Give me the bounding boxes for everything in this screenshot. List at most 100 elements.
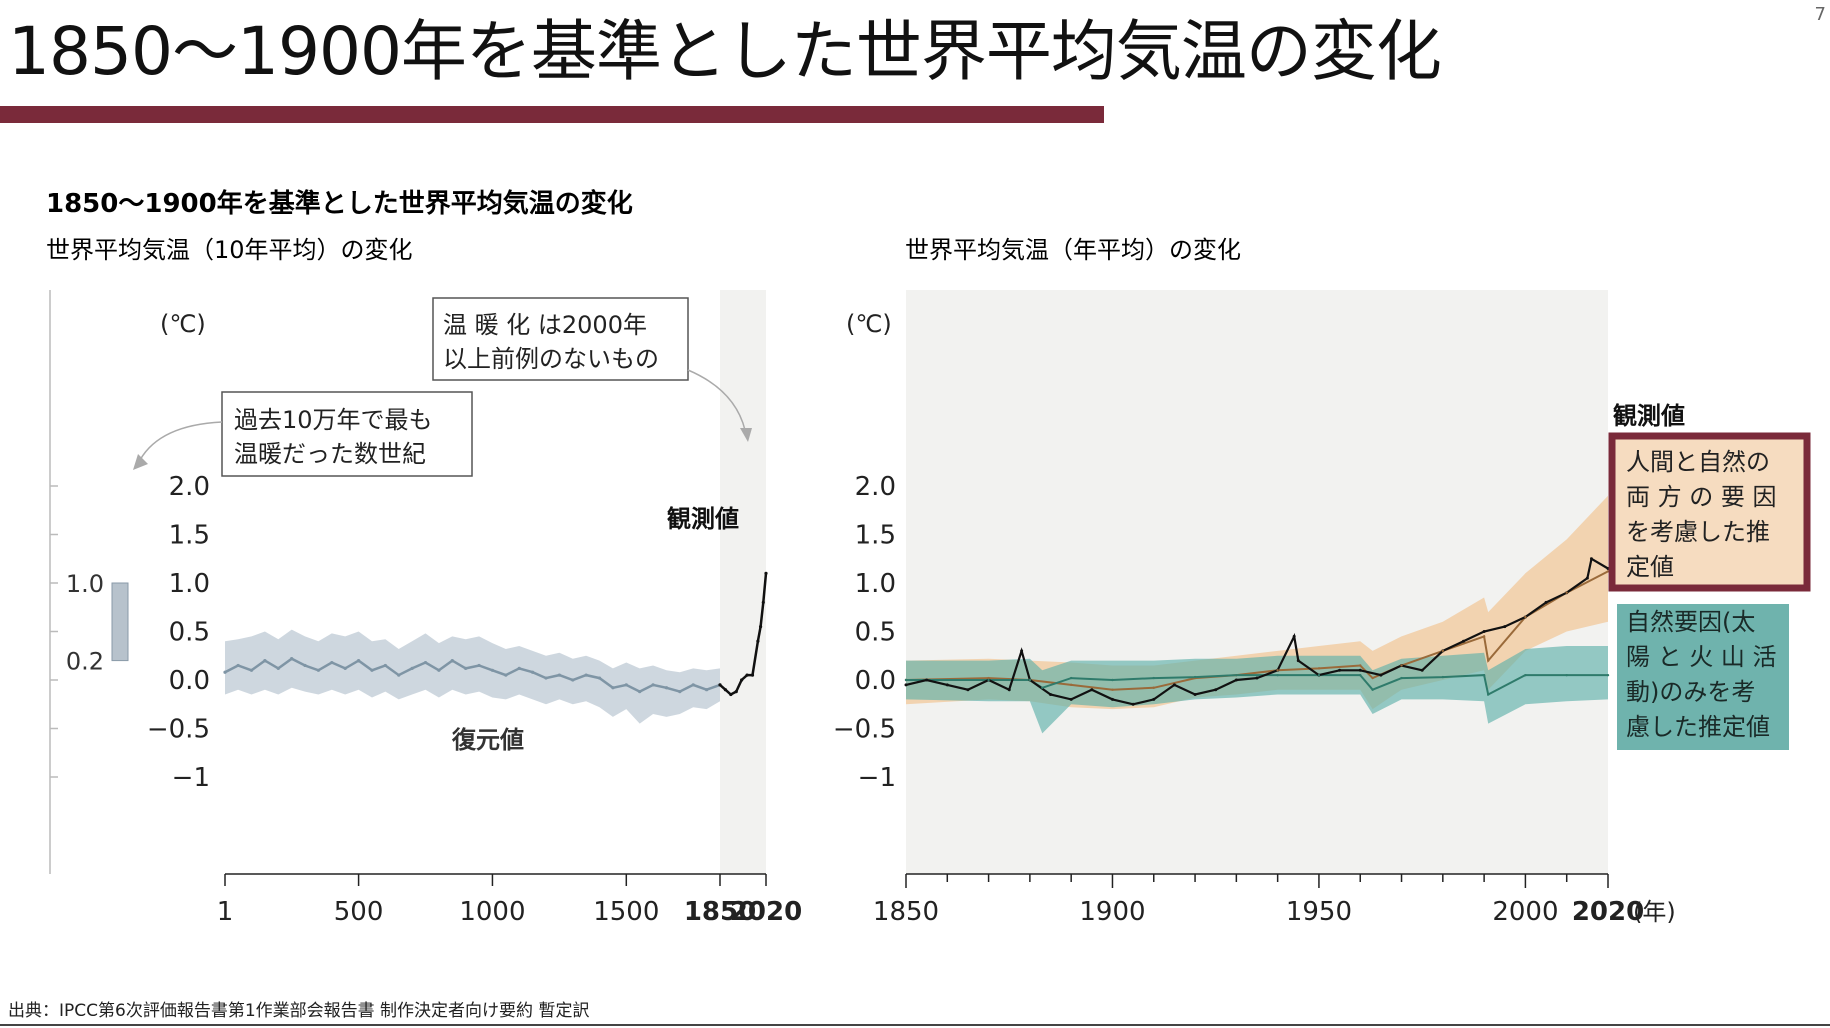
reconstruction-point (370, 668, 374, 672)
observed-point (1544, 600, 1548, 604)
observed-point (764, 571, 768, 575)
human-natural-point (1069, 683, 1073, 687)
human-natural-point (1487, 659, 1490, 662)
modern-era-shade (720, 290, 766, 874)
observed-label-right: 観測値 (1613, 402, 1685, 430)
y-tick-label: 1.5 (169, 521, 210, 551)
annotation-arrowhead-warm-centuries (133, 454, 148, 470)
human-natural-point (1441, 649, 1445, 653)
y-unit-label: (℃) (160, 310, 206, 338)
annotation-arrowhead-unprecedented (740, 428, 752, 442)
y-tick-label: 0.0 (169, 666, 210, 696)
observed-point (1193, 693, 1197, 697)
reconstruction-point (504, 673, 508, 677)
reconstruction-point (477, 663, 481, 668)
natural-only-legend-text: 慮した推定値 (1626, 713, 1770, 741)
natural-only-legend-text: 陽 と 火 山 活 (1626, 643, 1777, 671)
natural-only-legend-text: 自然要因(太 (1626, 608, 1755, 636)
observed-point (1420, 668, 1424, 672)
human-natural-point (1482, 635, 1486, 638)
observed-point (1461, 639, 1465, 643)
observed-point (1110, 697, 1114, 701)
observed-point (734, 690, 738, 694)
human-natural-band (906, 495, 1608, 710)
observed-point (1234, 678, 1238, 682)
bottom-rule (0, 1024, 1830, 1026)
reconstruction-point (343, 666, 347, 670)
y-unit-label: (℃) (846, 310, 892, 338)
natural-only-point (1317, 673, 1321, 677)
annotation-arrow-unprecedented (687, 369, 746, 431)
natural-only-point (1482, 673, 1486, 677)
observed-point (729, 692, 733, 697)
natural-only-point (1069, 676, 1073, 680)
x-tick-label: 1850 (873, 897, 939, 927)
y-tick-label: 1.0 (169, 569, 210, 599)
left-chart-title: 世界平均気温（10年平均）の変化 (46, 236, 413, 264)
right-chart-title: 世界平均気温（年平均）の変化 (905, 236, 1241, 264)
observed-point (756, 639, 760, 643)
human-natural-legend-text: 人間と自然の (1626, 448, 1770, 476)
x-tick-label: 1850 (684, 897, 756, 927)
observed-point (1214, 688, 1218, 692)
observed-point (1503, 625, 1507, 629)
human-natural-point (1152, 686, 1155, 689)
observed-point (1292, 634, 1296, 638)
y-tick-label: 1.5 (855, 521, 896, 551)
annotation-box-warm-centuries (221, 391, 473, 477)
reconstruction-point (276, 666, 280, 670)
x-tick-label: 1000 (459, 897, 525, 927)
observed-point (740, 678, 744, 682)
natural-only-point (1028, 678, 1032, 682)
annotation-text-unprecedented: 温 暖 化 は2000年 (443, 311, 647, 339)
natural-only-legend-box (1617, 604, 1789, 750)
y-tick-label: 2.0 (855, 472, 896, 502)
human-natural-point (1400, 664, 1403, 667)
observed-point (1049, 693, 1053, 697)
natural-only-point (1193, 675, 1197, 679)
annotation-text-unprecedented: 以上前例のないもの (443, 345, 659, 373)
observed-point (750, 673, 755, 677)
observed-point (966, 688, 970, 692)
reconstruction-point (531, 670, 535, 674)
natural-only-point (1111, 678, 1114, 682)
observed-point (745, 673, 749, 677)
warm-centuries-range-bar (111, 582, 129, 662)
reconstruction-point (691, 683, 695, 687)
observed-point (1172, 683, 1176, 687)
human-natural-legend-text: を考慮した推 (1626, 518, 1770, 546)
reconstruction-point (705, 688, 709, 692)
reconstruction-point (437, 668, 441, 672)
reconstruction-label: 復元値 (451, 726, 524, 754)
reconstruction-point (557, 673, 561, 677)
natural-only-point (1400, 676, 1403, 680)
reconstruction-point (236, 663, 240, 668)
natural-only-point (1371, 688, 1374, 691)
y-tick-label: −1 (172, 763, 210, 793)
observed-point (1585, 576, 1589, 580)
natural-only-point (1565, 673, 1568, 677)
reconstruction-point (423, 660, 428, 665)
reconstruction-point (624, 683, 628, 687)
reconstruction-point (290, 657, 294, 661)
reconstruction-line (224, 657, 721, 693)
reconstruction-point (223, 670, 227, 674)
reconstruction-point (490, 668, 495, 672)
reconstruction-point (450, 659, 454, 663)
annotation-text-warm-centuries: 温暖だった数世紀 (234, 440, 426, 468)
reconstruction-point (464, 666, 468, 670)
x-tick-label: 2000 (1492, 897, 1558, 927)
page-number: 7 (1814, 4, 1826, 25)
natural-only-point (1041, 686, 1044, 689)
reconstruction-point (678, 690, 682, 694)
natural-only-line (906, 674, 1608, 696)
observed-point (1482, 630, 1486, 633)
reconstruction-point (651, 683, 655, 687)
natural-only-legend-text: 動)のみを考 (1626, 678, 1755, 706)
reconstruction-point (597, 676, 602, 680)
reconstruction-point (584, 673, 588, 677)
natural-only-point (1152, 676, 1155, 680)
reconstruction-point (383, 663, 387, 668)
y-tick-label: −0.5 (147, 715, 210, 745)
human-natural-point (1276, 669, 1279, 672)
